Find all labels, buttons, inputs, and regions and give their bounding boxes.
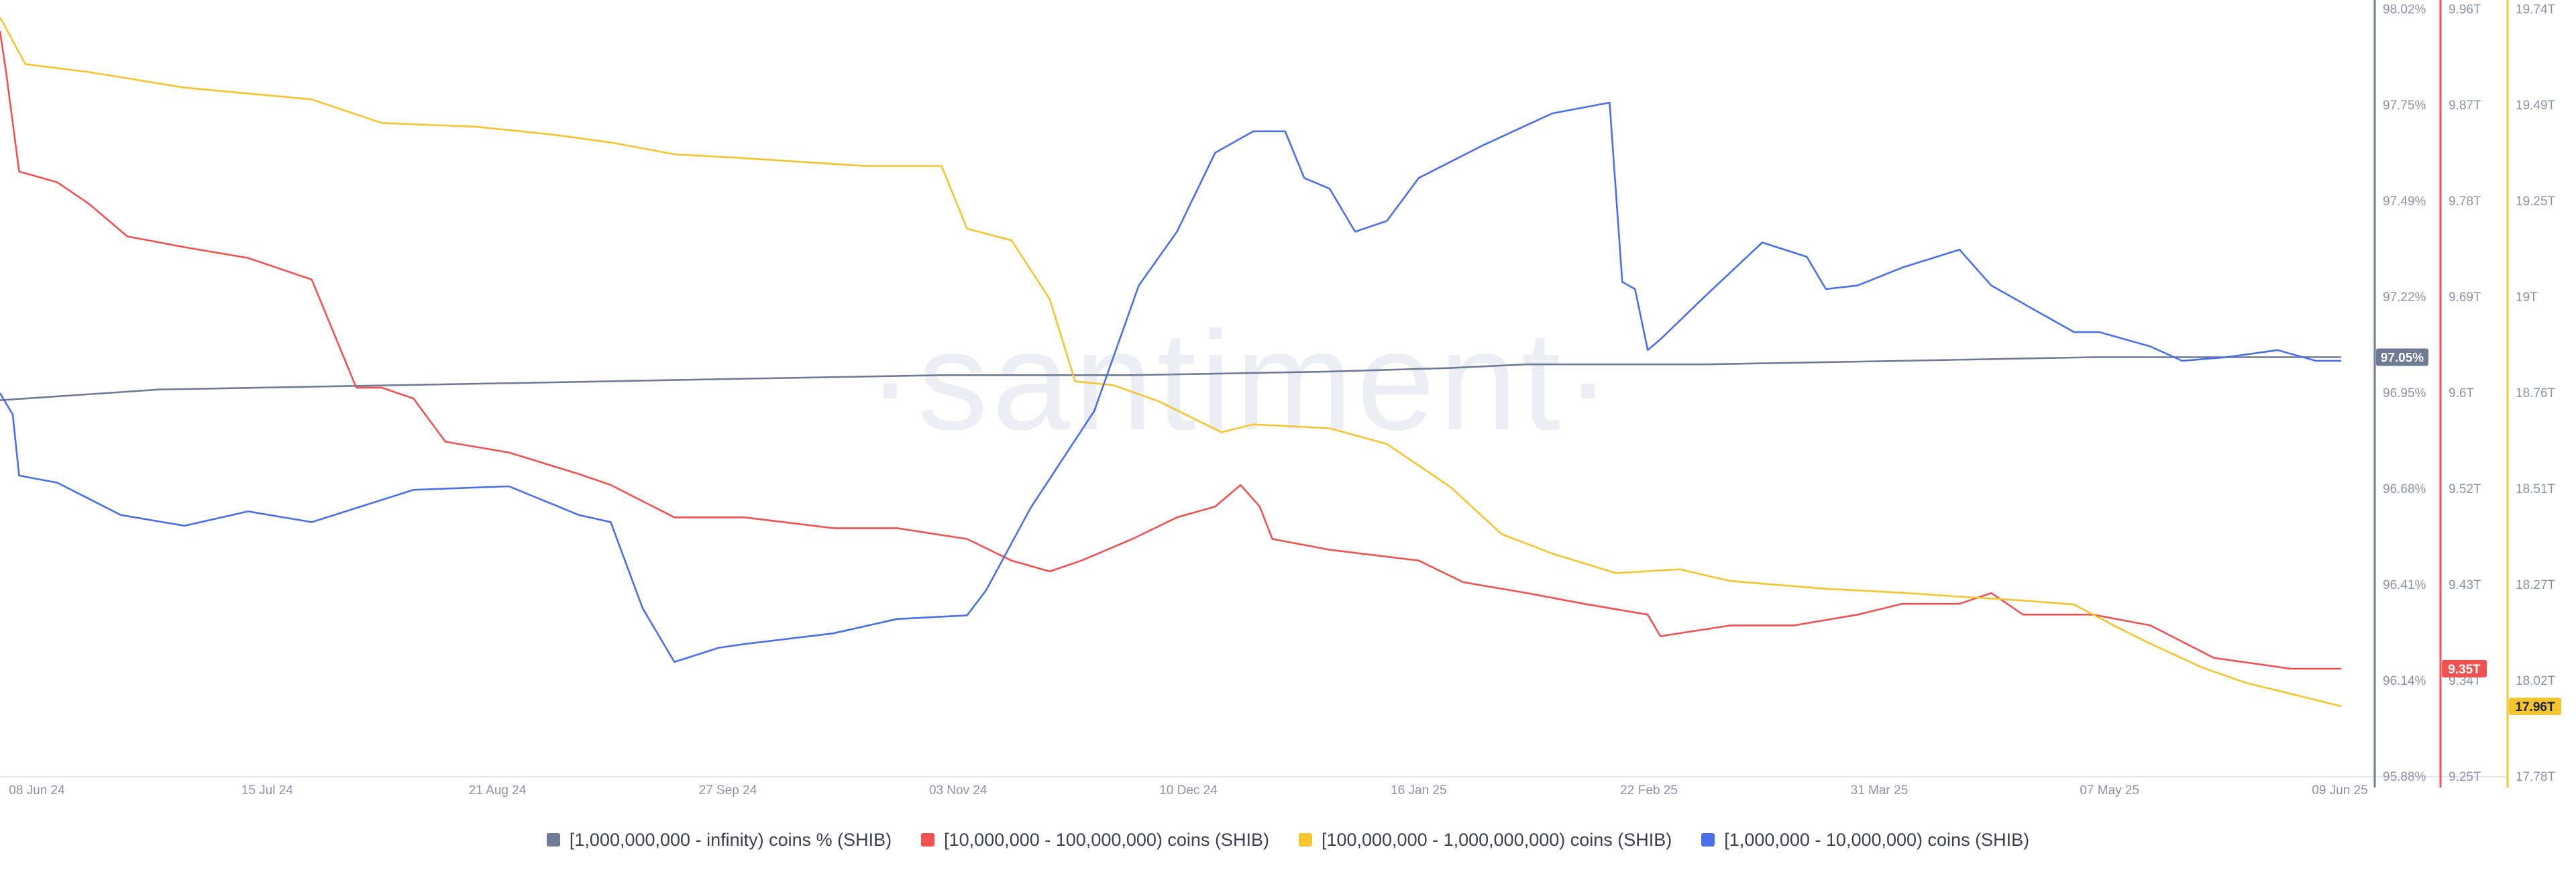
legend-swatch: [1701, 833, 1715, 847]
y-tick-label-yellow: 19.74T: [2516, 3, 2556, 17]
legend-label: [1,000,000 - 10,000,000) coins (SHIB): [1724, 829, 2030, 850]
y-tick-label-pct: 96.95%: [2383, 386, 2426, 400]
y-tick-label-pct: 98.02%: [2383, 3, 2426, 17]
x-tick-label: 10 Dec 24: [1159, 783, 1218, 798]
last-value-badge-bg: [2376, 348, 2428, 366]
y-tick-label-pct: 96.14%: [2383, 674, 2426, 688]
watermark: ·santiment·: [867, 302, 1615, 459]
y-tick-label-yellow: 19.25T: [2516, 195, 2556, 209]
x-tick-label: 09 Jun 25: [2312, 783, 2367, 798]
legend-swatch: [546, 833, 560, 847]
y-tick-label-red: 9.52T: [2449, 482, 2481, 496]
x-tick-label: 31 Mar 25: [1851, 783, 1909, 798]
y-tick-label-red: 9.96T: [2449, 3, 2481, 17]
series-line-2: [0, 17, 2342, 708]
y-tick-label-red: 9.69T: [2449, 290, 2481, 305]
series-line-3: [0, 101, 2341, 663]
x-tick-label: 08 Jun 24: [9, 783, 65, 798]
legend-item[interactable]: [100,000,000 - 1,000,000,000) coins (SHI…: [1298, 829, 1672, 851]
legend-item[interactable]: [10,000,000 - 100,000,000) coins (SHIB): [921, 830, 1269, 851]
x-tick-label: 16 Jan 25: [1391, 783, 1446, 798]
series-line-1: [0, 31, 2341, 670]
y-tick-label-yellow: 18.27T: [2516, 578, 2556, 592]
legend-label: [1,000,000,000 - infinity) coins % (SHIB…: [569, 829, 892, 850]
legend-item[interactable]: [1,000,000 - 10,000,000) coins (SHIB): [1701, 830, 2029, 851]
last-value-badge-0: 97.05%: [2376, 348, 2428, 366]
last-value-badge-bg: [2509, 697, 2561, 715]
last-value-badge-2: 17.96T: [2509, 697, 2561, 715]
x-tick-label: 15 Jul 24: [241, 783, 294, 798]
y-tick-label-pct: 97.22%: [2383, 290, 2426, 305]
y-tick-label-red: 9.34T: [2449, 674, 2481, 688]
x-tick-label: 07 May 25: [2080, 783, 2139, 798]
last-value-badge-text: 9.35T: [2448, 663, 2481, 677]
y-tick-label-yellow: 18.76T: [2516, 386, 2556, 400]
y-tick-label-yellow: 19T: [2516, 290, 2538, 305]
last-value-badge-text: 97.05%: [2381, 351, 2424, 366]
y-tick-label-red: 9.6T: [2449, 386, 2474, 400]
x-tick-label: 22 Feb 25: [1620, 783, 1678, 798]
legend-label: [10,000,000 - 100,000,000) coins (SHIB): [944, 829, 1269, 850]
y-tick-label-red: 9.78T: [2449, 195, 2481, 209]
series-line-0: [0, 356, 2341, 401]
y-tick-label-pct: 97.75%: [2383, 99, 2426, 113]
y-tick-label-yellow: 17.78T: [2516, 770, 2556, 784]
last-value-badge-bg: [2442, 659, 2487, 677]
y-tick-label-pct: 96.41%: [2383, 578, 2426, 592]
x-tick-label: 27 Sep 24: [699, 783, 757, 798]
legend-swatch: [1298, 833, 1312, 847]
y-tick-label-yellow: 19.49T: [2516, 99, 2556, 113]
y-tick-label-pct: 96.68%: [2383, 482, 2426, 496]
y-tick-label-yellow: 18.51T: [2516, 482, 2556, 496]
last-value-badge-text: 17.96T: [2515, 700, 2555, 714]
x-tick-label: 21 Aug 24: [469, 783, 527, 798]
y-tick-label-pct: 97.49%: [2383, 195, 2426, 209]
legend-swatch: [921, 833, 935, 847]
last-value-badge-1: 9.35T: [2442, 659, 2487, 677]
legend-item[interactable]: [1,000,000,000 - infinity) coins % (SHIB…: [546, 829, 892, 851]
y-tick-label-pct: 95.88%: [2383, 770, 2426, 784]
legend: [1,000,000,000 - infinity) coins % (SHIB…: [0, 824, 2576, 856]
y-tick-label-red: 9.43T: [2449, 578, 2481, 592]
legend-label: [100,000,000 - 1,000,000,000) coins (SHI…: [1321, 829, 1672, 850]
y-tick-label-yellow: 18.02T: [2516, 674, 2556, 688]
x-tick-label: 03 Nov 24: [929, 783, 987, 798]
y-tick-label-red: 9.87T: [2449, 99, 2481, 113]
y-tick-label-red: 9.25T: [2449, 770, 2481, 784]
